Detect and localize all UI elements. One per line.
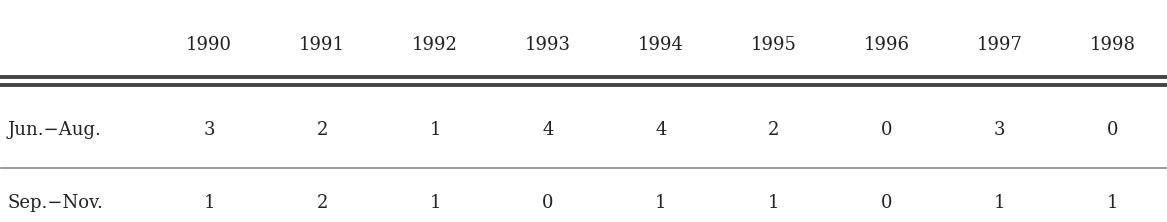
Text: 0: 0 [881,194,893,212]
Text: 0: 0 [1106,121,1118,139]
Text: 1995: 1995 [750,36,797,54]
Text: 1996: 1996 [864,36,910,54]
Text: 1991: 1991 [299,36,345,54]
Text: 1: 1 [768,194,780,212]
Text: 2: 2 [316,121,328,139]
Text: 2: 2 [316,194,328,212]
Text: Sep.−Nov.: Sep.−Nov. [7,194,103,212]
Text: 1: 1 [1106,194,1118,212]
Text: 1990: 1990 [187,36,232,54]
Text: 0: 0 [543,194,553,212]
Text: 1997: 1997 [977,36,1022,54]
Text: 1: 1 [994,194,1006,212]
Text: 1992: 1992 [412,36,457,54]
Text: 1: 1 [429,121,441,139]
Text: 1: 1 [203,194,215,212]
Text: 0: 0 [881,121,893,139]
Text: 4: 4 [655,121,666,139]
Text: 2: 2 [768,121,780,139]
Text: 4: 4 [543,121,553,139]
Text: 1993: 1993 [525,36,571,54]
Text: 3: 3 [994,121,1006,139]
Text: 1: 1 [655,194,666,212]
Text: 3: 3 [203,121,215,139]
Text: 1994: 1994 [638,36,684,54]
Text: Jun.−Aug.: Jun.−Aug. [7,121,102,139]
Text: 1998: 1998 [1090,36,1135,54]
Text: 1: 1 [429,194,441,212]
